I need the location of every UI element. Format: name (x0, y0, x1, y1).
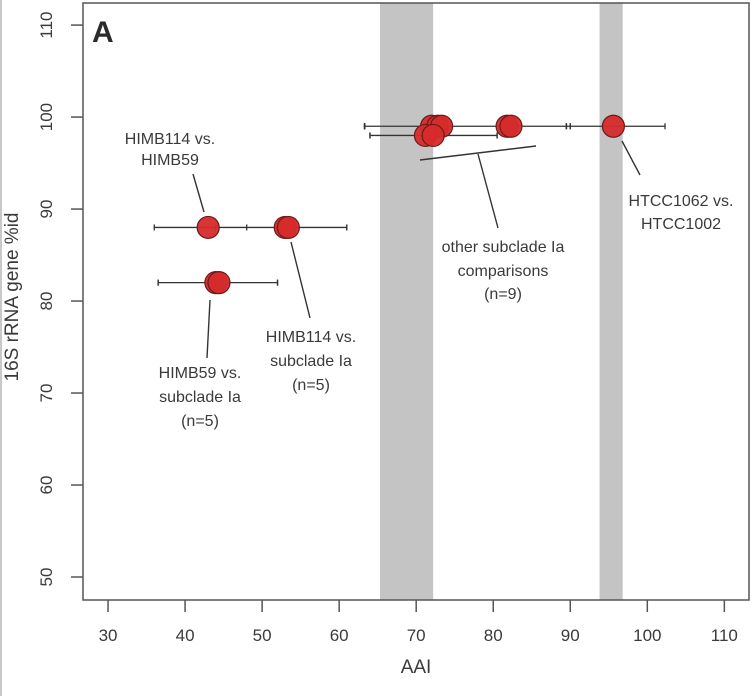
annotation-line: HTCC1002 (641, 216, 721, 233)
shaded-band (379, 3, 434, 600)
shaded-band (599, 3, 623, 600)
data-point (601, 114, 626, 138)
data-point (207, 271, 231, 295)
data-point (196, 215, 220, 240)
y-tick-label: 80 (37, 292, 56, 311)
annotation-line: HIMB59 (141, 152, 199, 169)
y-tick-label: 100 (37, 103, 56, 131)
y-tick-label: 60 (37, 476, 56, 495)
x-tick-label: 60 (330, 626, 349, 645)
annotation-leader-line (419, 145, 537, 161)
y-tick-label: 110 (37, 12, 56, 39)
annotation-line: (n=5) (181, 413, 219, 430)
annotation-line: HIMB59 vs. (159, 365, 242, 382)
annotation-line: HTCC1062 vs. (629, 193, 734, 210)
y-tick-label: 70 (37, 384, 56, 403)
annotation-other-subclade: other subclade Ia comparisons (n=9) (442, 239, 565, 303)
y-tick-label: 90 (37, 200, 56, 219)
annotation-leader-line (621, 140, 641, 176)
x-tick-label: 40 (176, 626, 195, 645)
data-point (421, 123, 445, 148)
y-axis-title: 16S rRNA gene %id (2, 213, 23, 382)
x-tick-label: 50 (253, 626, 272, 645)
x-tick-label: 30 (99, 626, 118, 645)
annotation-leader-line (192, 173, 205, 213)
x-tick-label: 70 (407, 626, 426, 645)
annotation-line: (n=5) (292, 377, 330, 394)
panel-label: A (92, 16, 114, 49)
annotation-line: (n=9) (484, 286, 522, 303)
image-border (0, 0, 2, 696)
annotation-line: comparisons (458, 263, 549, 280)
annotation-himb114-vs-himb59: HIMB114 vs. HIMB59 (125, 131, 215, 169)
annotation-himb59-vs-subclade: HIMB59 vs. subclade Ia (n=5) (159, 365, 242, 430)
annotation-leader-line (290, 241, 311, 319)
x-tick-label: 110 (711, 626, 738, 645)
x-axis-title: AAI (401, 657, 432, 678)
annotation-line: other subclade Ia (442, 239, 565, 256)
x-tick-label: 80 (484, 626, 503, 645)
annotation-leader-line (206, 299, 211, 359)
x-tick-label: 90 (561, 626, 580, 645)
annotation-line: subclade Ia (270, 353, 352, 370)
y-tick-label: 50 (37, 568, 56, 587)
annotation-line: subclade Ia (159, 389, 241, 406)
data-point (499, 114, 523, 138)
annotation-line: HIMB114 vs. (266, 329, 356, 346)
annotation-htcc1062-vs-htcc1002: HTCC1062 vs. HTCC1002 (629, 193, 734, 233)
annotation-line: HIMB114 vs. (125, 131, 215, 148)
data-point (276, 215, 300, 240)
annotation-himb114-vs-subclade: HIMB114 vs. subclade Ia (n=5) (266, 329, 356, 394)
x-tick-label: 100 (633, 626, 661, 645)
annotation-leader-line (477, 153, 499, 229)
